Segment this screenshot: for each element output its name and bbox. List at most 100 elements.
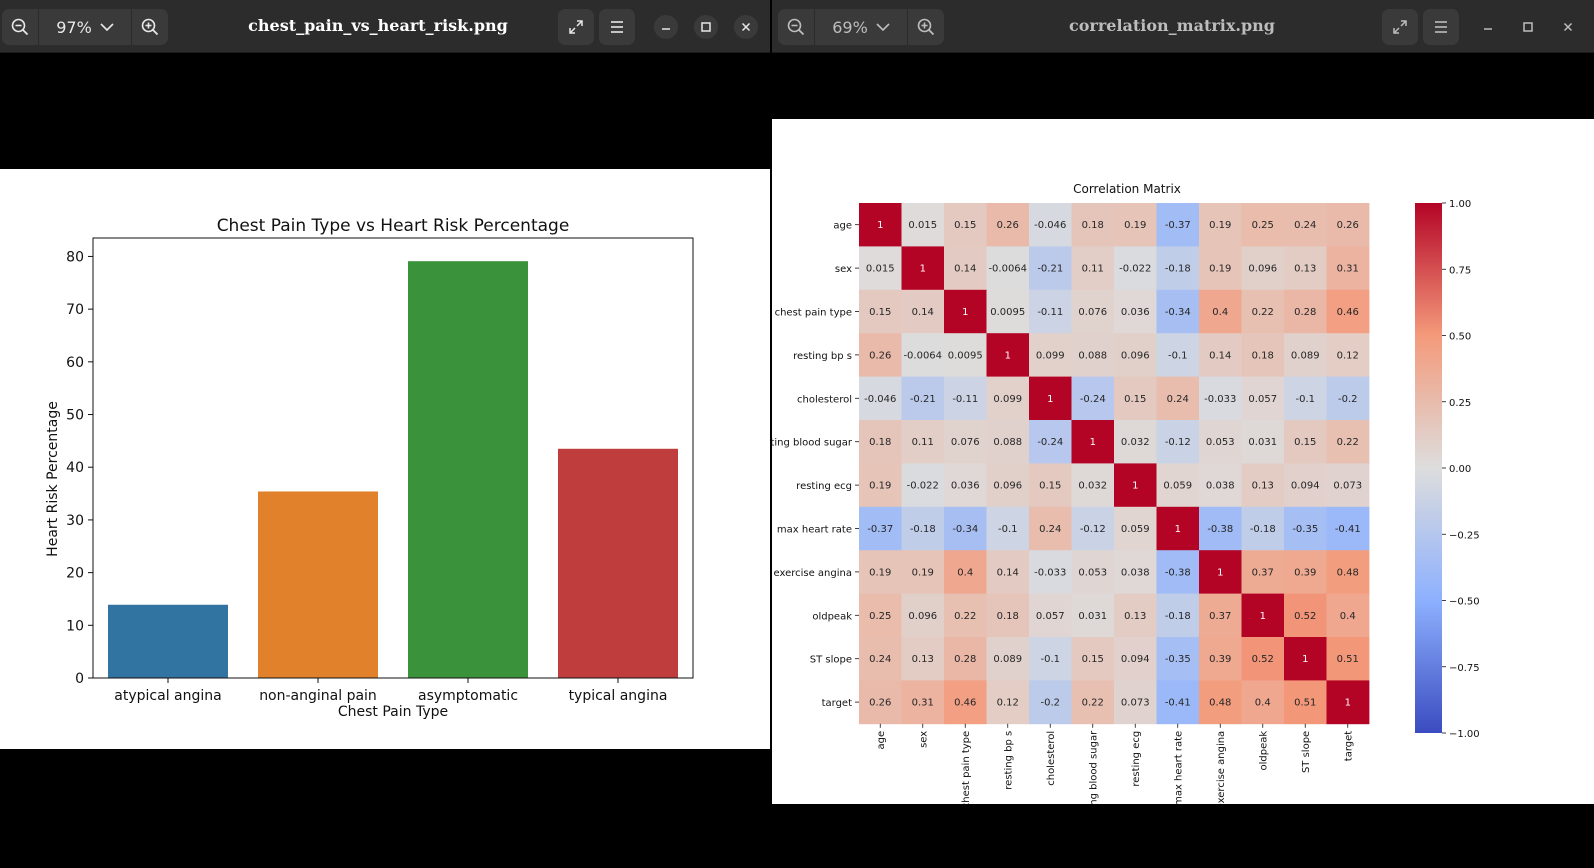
heatmap-cell [1241, 333, 1285, 377]
heatmap-cell-value: 1 [1047, 394, 1053, 405]
heatmap-cell-value: 1 [877, 220, 883, 231]
row-label: resting bp s [793, 351, 852, 362]
heatmap-cell [1029, 593, 1072, 638]
heatmap-cell-value: 0.14 [912, 307, 934, 318]
heatmap-cell [1156, 333, 1200, 377]
heatmap-cell-value: 0.4 [957, 567, 973, 578]
heatmap-cell [1284, 637, 1327, 681]
heatmap-cell-value: 0.036 [951, 481, 980, 492]
heatmap-cell-value: 0.13 [1294, 264, 1316, 275]
heatmap-cell [901, 376, 945, 421]
main-menu-button[interactable] [1423, 9, 1459, 45]
heatmap-cell [1241, 680, 1285, 725]
heatmap-cell [1114, 203, 1157, 247]
heatmap-cell [1326, 593, 1370, 638]
heatmap-cell [1199, 593, 1242, 638]
heatmap-cell-value: 0.13 [912, 654, 934, 665]
maximize-button[interactable] [694, 15, 718, 39]
heatmap-cell-value: 0.088 [993, 437, 1022, 448]
heatmap-cell [1199, 637, 1242, 681]
fullscreen-button[interactable] [558, 9, 594, 45]
zoom-out-button[interactable] [778, 9, 814, 45]
heatmap-cell-value: -0.34 [1165, 307, 1191, 318]
close-button[interactable] [734, 15, 758, 39]
heatmap-cell-value: 0.22 [1082, 698, 1104, 709]
x-tick-label: non-anginal pain [259, 688, 377, 704]
close-button[interactable] [1556, 15, 1580, 39]
heatmap-cell-value: 0.24 [1039, 524, 1061, 535]
y-tick-label: 10 [66, 618, 84, 634]
maximize-button[interactable] [1516, 15, 1540, 39]
heatmap-cell [1326, 550, 1370, 594]
heatmap-cell-value: 0.18 [869, 437, 891, 448]
heatmap-cell-value: -0.11 [1037, 307, 1063, 318]
heatmap-cell-value: -0.18 [1250, 524, 1276, 535]
zoom-control: 69% [778, 9, 944, 45]
heatmap-cell [1241, 376, 1285, 421]
window-title: correlation_matrix.png [1069, 16, 1275, 35]
y-tick-label: 0 [75, 671, 84, 687]
heatmap-cell-value: 0.015 [908, 220, 937, 231]
bar [408, 261, 528, 678]
heatmap-cell [944, 420, 987, 464]
heatmap-cell [1156, 203, 1200, 247]
fullscreen-button[interactable] [1382, 9, 1418, 45]
zoom-level-dropdown[interactable]: 97% [38, 9, 132, 45]
image-canvas[interactable]: Correlation Matrix 1 0.015 0.15 0.26 -0.046 0… [772, 53, 1594, 868]
chart-title: Chest Pain Type vs Heart Risk Percentage [217, 216, 570, 236]
heatmap-cell [944, 593, 987, 638]
heatmap-cell [1326, 463, 1370, 508]
heatmap-cell-value: -0.24 [1037, 437, 1063, 448]
row-label: ST slope [810, 655, 852, 666]
heatmap-cell-value: 1 [1217, 567, 1223, 578]
colorbar-tick-label: −0.50 [1449, 597, 1480, 608]
heatmap-cell-value: 1 [1345, 698, 1351, 709]
zoom-in-button[interactable] [908, 9, 944, 45]
heatmap-cell [901, 593, 945, 638]
heatmap-cell [1326, 420, 1370, 464]
menu-icon [1435, 21, 1447, 33]
heatmap-cell [1284, 420, 1327, 464]
heatmap-cell-value: 0.089 [993, 654, 1022, 665]
heatmap-cell-value: -0.37 [1165, 220, 1191, 231]
heatmap-cell-value: -0.18 [910, 524, 936, 535]
heatmap-cell [1071, 333, 1115, 377]
zoom-level-dropdown[interactable]: 69% [814, 9, 908, 45]
heatmap-cell [1284, 463, 1327, 508]
heatmap-cell-value: 0.25 [869, 611, 891, 622]
heatmap-cell [986, 680, 1030, 725]
heatmap-cell-value: 0.31 [1337, 264, 1359, 275]
zoom-out-button[interactable] [2, 9, 38, 45]
heatmap-cell [1241, 420, 1285, 464]
heatmap-cell-value: -0.022 [907, 481, 939, 492]
bar [108, 604, 228, 678]
heatmap-cell-value: 0.22 [954, 611, 976, 622]
heatmap-cell [1241, 246, 1285, 291]
heatmap-cell-value: 1 [1175, 524, 1181, 535]
heatmap-cell [1029, 289, 1072, 334]
heatmap-cell [1156, 680, 1200, 725]
y-tick-label: 30 [66, 513, 84, 529]
heatmap-cell-value: 0.28 [1294, 307, 1316, 318]
heatmap-cell [1284, 376, 1327, 421]
heatmap-cell-value: 0.24 [1294, 220, 1316, 231]
heatmap-cell-value: -0.12 [1165, 437, 1191, 448]
minimize-button[interactable] [654, 15, 678, 39]
zoom-in-button[interactable] [132, 9, 168, 45]
heatmap-cell-value: -0.21 [910, 394, 936, 405]
y-axis-label: Heart Risk Percentage [45, 401, 61, 557]
heatmap-cell-value: 0.038 [1121, 567, 1150, 578]
heatmap-cell [1284, 593, 1327, 638]
minimize-button[interactable] [1476, 15, 1500, 39]
heatmap-cell [1114, 680, 1157, 725]
main-menu-button[interactable] [599, 9, 635, 45]
heatmap-cell [1071, 593, 1115, 638]
heatmap-cell [944, 637, 987, 681]
heatmap-cell [1241, 289, 1285, 334]
heatmap-cell [1029, 550, 1072, 594]
heatmap-cell-value: 0.088 [1078, 350, 1107, 361]
image-canvas[interactable]: Chest Pain Type vs Heart Risk Percentage… [0, 53, 770, 868]
heatmap-cell-value: -0.37 [867, 524, 893, 535]
close-icon [741, 22, 751, 32]
heatmap-cell [1241, 463, 1285, 508]
